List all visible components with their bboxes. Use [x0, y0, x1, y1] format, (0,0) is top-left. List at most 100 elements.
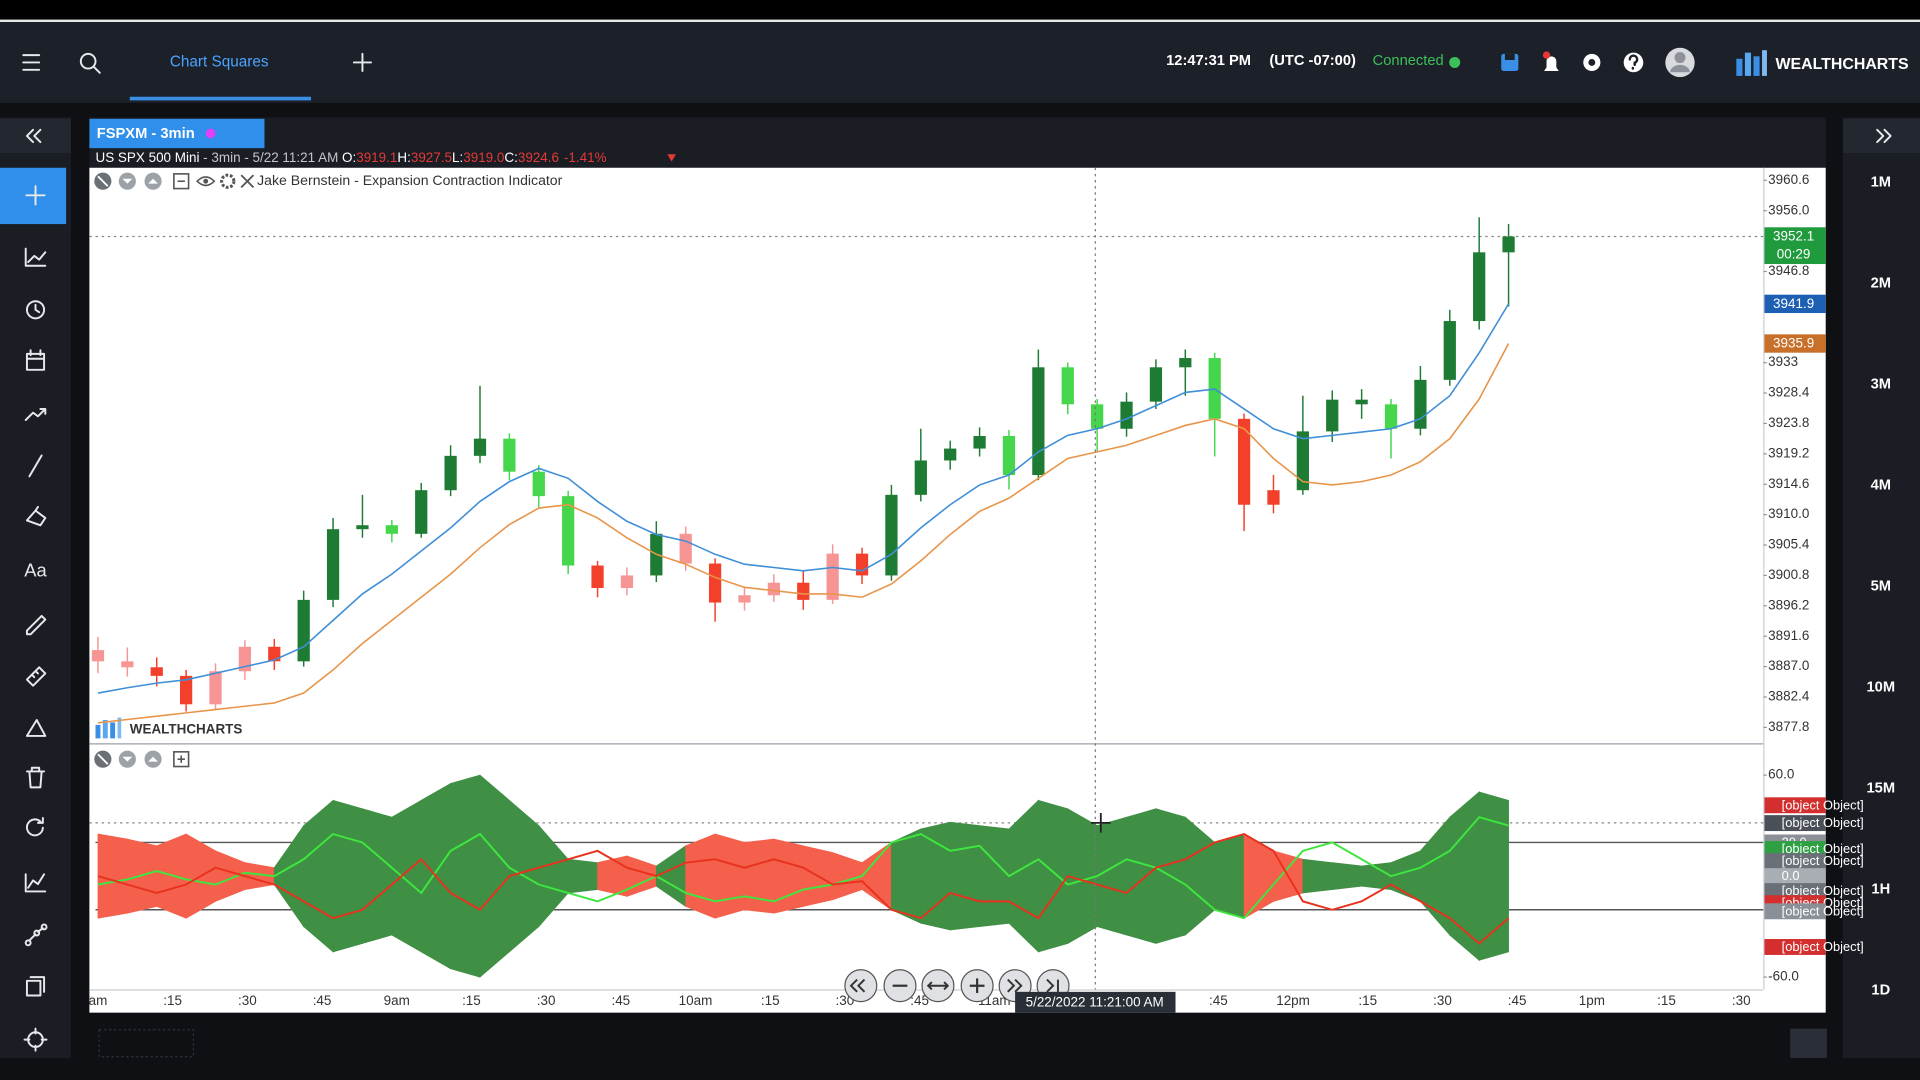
clock: 12:47:31 PM: [1166, 53, 1251, 69]
price-panel-tools[interactable]: [94, 172, 255, 190]
envelope-segment: [1126, 808, 1157, 944]
add-tab-icon[interactable]: [352, 52, 372, 72]
tool-pencil[interactable]: [25, 614, 47, 636]
indicator-tag: [1764, 868, 1826, 885]
candle-body: [121, 661, 134, 668]
envelope-segment: [1067, 808, 1098, 945]
envelope-segment: [1449, 791, 1480, 962]
tool-clock-hands: [34, 303, 41, 314]
timeframe-button[interactable]: 10M: [1867, 679, 1896, 695]
timeframe-button[interactable]: 1D: [1871, 982, 1890, 998]
collapse-right[interactable]: [1842, 118, 1920, 154]
tool-line[interactable]: [28, 454, 43, 478]
candle-body: [473, 438, 487, 456]
timeframe-button[interactable]: 3M: [1871, 376, 1891, 392]
y-tick-label: 3960.6: [1768, 172, 1809, 187]
symbol-tab[interactable]: [89, 118, 265, 149]
readout-label: O:: [342, 150, 356, 165]
envelope-segment: [685, 833, 716, 919]
tool-calendar[interactable]: [25, 349, 46, 371]
candle-body: [1032, 367, 1045, 476]
price-tag: [1764, 227, 1826, 265]
x-tick-label: :15: [462, 993, 481, 1008]
timeframe-button[interactable]: 4M: [1871, 477, 1891, 493]
candle-body: [326, 529, 340, 600]
candle-body: [885, 494, 898, 576]
candle-body: [1326, 399, 1339, 432]
candle-body: [1502, 236, 1515, 253]
envelope-segment: [773, 838, 804, 914]
envelope-segment: [1302, 858, 1333, 894]
indicator-tag-label: [object Object]: [1782, 939, 1864, 954]
tool-angle[interactable]: [25, 719, 47, 737]
indicator-tag-label: [object Object]: [1782, 883, 1864, 898]
tool-shapes[interactable]: [25, 505, 47, 527]
candle-body: [620, 575, 634, 588]
tool-indicators[interactable]: [24, 247, 47, 267]
envelope-segment: [1331, 862, 1362, 890]
avatar[interactable]: [1665, 47, 1695, 78]
timezone[interactable]: (UTC -07:00): [1269, 53, 1356, 69]
x-tick-label: 1pm: [1579, 993, 1605, 1008]
search-icon[interactable]: [79, 52, 101, 74]
envelope-segment: [1038, 799, 1069, 953]
bell-icon[interactable]: [1542, 51, 1559, 72]
y-tick-label: 3887.0: [1768, 658, 1809, 673]
menu-icon[interactable]: [22, 54, 41, 71]
add-icon[interactable]: [25, 185, 46, 206]
indicator-panel-tools[interactable]: [94, 750, 190, 768]
watermark-logo: [95, 717, 122, 739]
candle-body: [591, 565, 604, 588]
tool-chart[interactable]: [24, 873, 47, 893]
y-tick-label: 3910.0: [1768, 506, 1809, 521]
sidebar-tools[interactable]: [23, 247, 48, 1052]
candle-body: [1267, 490, 1280, 505]
timeframe-button[interactable]: 5M: [1871, 578, 1891, 594]
tool-ruler[interactable]: [25, 666, 47, 687]
timeframe-button[interactable]: 2M: [1871, 275, 1891, 291]
candle-body: [150, 667, 163, 676]
envelope-segment: [1096, 816, 1127, 936]
indicator-tag: [1764, 841, 1826, 857]
candle-body: [679, 533, 692, 564]
timeframe-button[interactable]: 1H: [1871, 881, 1890, 897]
envelope-segment: [97, 833, 128, 919]
tool-delete[interactable]: [25, 766, 46, 789]
candle-body: [855, 553, 869, 576]
symbol-tab-label[interactable]: FSPXM - 3min: [97, 126, 195, 142]
top-line: [0, 19, 1920, 23]
indicator-tag: [1764, 797, 1826, 814]
y-tick-label: 3882.4: [1768, 689, 1810, 704]
corner-button[interactable]: [1790, 1028, 1827, 1058]
tool-refresh[interactable]: [25, 816, 44, 837]
tool-layers[interactable]: [25, 976, 46, 997]
timeframe-button[interactable]: 1M: [1871, 174, 1891, 190]
moving-average: [97, 303, 1510, 694]
candle-body: [180, 675, 193, 705]
envelope-segment: [744, 838, 775, 914]
tool-trend[interactable]: [24, 408, 47, 421]
indicator-tag-label: [object Object]: [1782, 797, 1864, 812]
collapse-right-icon[interactable]: [1876, 128, 1892, 144]
crosshair-time: 5/22/2022 11:21:00 AM: [1026, 994, 1164, 1009]
tab-underline: [129, 96, 312, 101]
indicator-y-tick-label: 60.0: [1768, 767, 1794, 782]
save-icon[interactable]: [1501, 53, 1519, 72]
tool-clock[interactable]: [25, 300, 46, 320]
right-sidebar: [1842, 117, 1920, 1058]
help-icon[interactable]: [1623, 52, 1644, 73]
timeframe-button[interactable]: 15M: [1867, 780, 1896, 796]
readout-value: 3927.5: [411, 150, 452, 165]
candle-body: [1091, 404, 1104, 429]
candle-body: [503, 438, 516, 472]
collapse-left-icon[interactable]: [25, 128, 42, 144]
candle-body: [1355, 399, 1368, 405]
candle-body: [532, 471, 545, 497]
settings-icon[interactable]: [1583, 53, 1601, 72]
envelope-segment: [714, 833, 745, 919]
envelope-segment: [1214, 833, 1245, 919]
tab-label[interactable]: Chart Squares: [170, 53, 269, 70]
y-tick-label: 3891.6: [1768, 628, 1809, 643]
tool-text[interactable]: Aa: [24, 560, 47, 581]
y-tick-label: 3946.8: [1768, 263, 1809, 278]
